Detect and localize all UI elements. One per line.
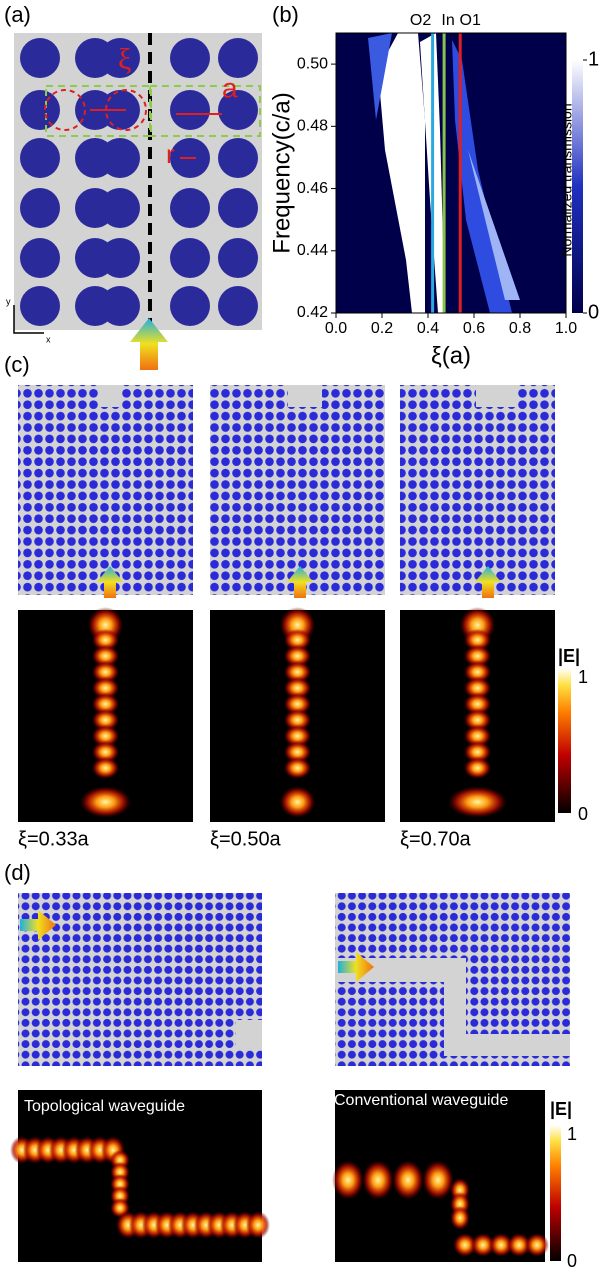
y-axis-title: Frequency(c/a): [268, 92, 295, 253]
field-glow: [332, 1160, 364, 1200]
colorbar-min: 0: [578, 804, 588, 824]
lattice-rods: [18, 385, 193, 595]
x-tick-label: 1.0: [555, 320, 577, 337]
lattice-rods: [18, 893, 262, 1066]
map-label: Topological waveguide: [24, 1098, 185, 1115]
colorbar-title: |E|: [558, 646, 580, 666]
notch: [288, 385, 322, 407]
rod: [170, 188, 210, 228]
panel-label: (b): [272, 2, 299, 27]
rod: [218, 238, 258, 278]
field-glow: [422, 1160, 454, 1200]
rod: [20, 188, 60, 228]
xi-label: ξ: [118, 43, 131, 76]
x-tick-label: 0.8: [509, 320, 531, 337]
field-glow: [392, 1160, 424, 1200]
field-glow: [246, 1211, 270, 1239]
rod: [20, 90, 60, 130]
colorbar-min: 0: [567, 1251, 577, 1271]
x-tick-label: 0.4: [417, 320, 439, 337]
field-glow: [525, 1233, 549, 1257]
field-glow: [450, 1206, 470, 1230]
field-glow: [80, 786, 132, 818]
lattice-rods: [210, 385, 385, 595]
axis-y: y: [6, 296, 11, 306]
field-glow: [92, 757, 120, 779]
r-label: r: [166, 139, 175, 169]
colorbar-max: 1: [578, 667, 588, 687]
notch: [476, 385, 516, 407]
lattice-rods: [400, 385, 555, 595]
notch: [98, 385, 120, 407]
x-tick-label: 0.0: [325, 320, 347, 337]
field-glow: [284, 757, 312, 779]
rod: [170, 38, 210, 78]
rod: [100, 138, 140, 178]
rod: [20, 138, 60, 178]
y-tick-label: 0.42: [297, 304, 328, 321]
y-tick-label: 0.46: [297, 180, 328, 197]
panel-label: (c): [4, 352, 30, 377]
y-tick-label: 0.44: [297, 242, 328, 259]
panel-label: (a): [4, 2, 31, 27]
a-label: a: [222, 72, 238, 103]
rod: [20, 38, 60, 78]
rod: [170, 90, 210, 130]
field-glow: [464, 757, 492, 779]
marker-label: O2: [410, 12, 431, 29]
figure: (a) ξ a r y x (b) (c) |E| 1 0 ξ=0.33a ξ=…: [0, 0, 610, 1277]
marker-label: O1: [460, 12, 481, 29]
colorbar-tick-label: 0: [588, 301, 599, 323]
marker-label: In: [441, 12, 454, 29]
map-label: Conventional waveguide: [334, 1092, 508, 1109]
colorbar-max: 1: [567, 1124, 577, 1144]
x-axis-title: ξ(a): [431, 342, 471, 369]
rod: [218, 286, 258, 326]
y-tick-label: 0.48: [297, 118, 328, 135]
case-label: ξ=0.70a: [400, 828, 472, 850]
colorbar-label: Normalized transmission: [559, 103, 575, 256]
rod: [218, 188, 258, 228]
panel-label: (d): [4, 860, 31, 885]
gap: [236, 1020, 262, 1048]
rod: [20, 238, 60, 278]
x-tick-label: 0.6: [463, 320, 485, 337]
rod: [218, 138, 258, 178]
rod: [170, 286, 210, 326]
rod: [170, 238, 210, 278]
rod: [100, 238, 140, 278]
rod: [20, 286, 60, 326]
axis-x: x: [46, 334, 51, 344]
case-label: ξ=0.50a: [210, 828, 282, 850]
x-tick-label: 0.2: [371, 320, 393, 337]
colorbar-title: |E|: [550, 1099, 572, 1119]
rod: [100, 286, 140, 326]
rod: [100, 188, 140, 228]
field-glow: [362, 1160, 394, 1200]
field-glow: [280, 786, 316, 818]
colorbar: [558, 668, 571, 813]
colorbar: [550, 1125, 561, 1261]
case-label: ξ=0.33a: [18, 828, 90, 850]
field-glow: [448, 786, 508, 818]
y-tick-label: 0.50: [297, 55, 328, 72]
colorbar-tick-label: 1: [588, 48, 599, 70]
